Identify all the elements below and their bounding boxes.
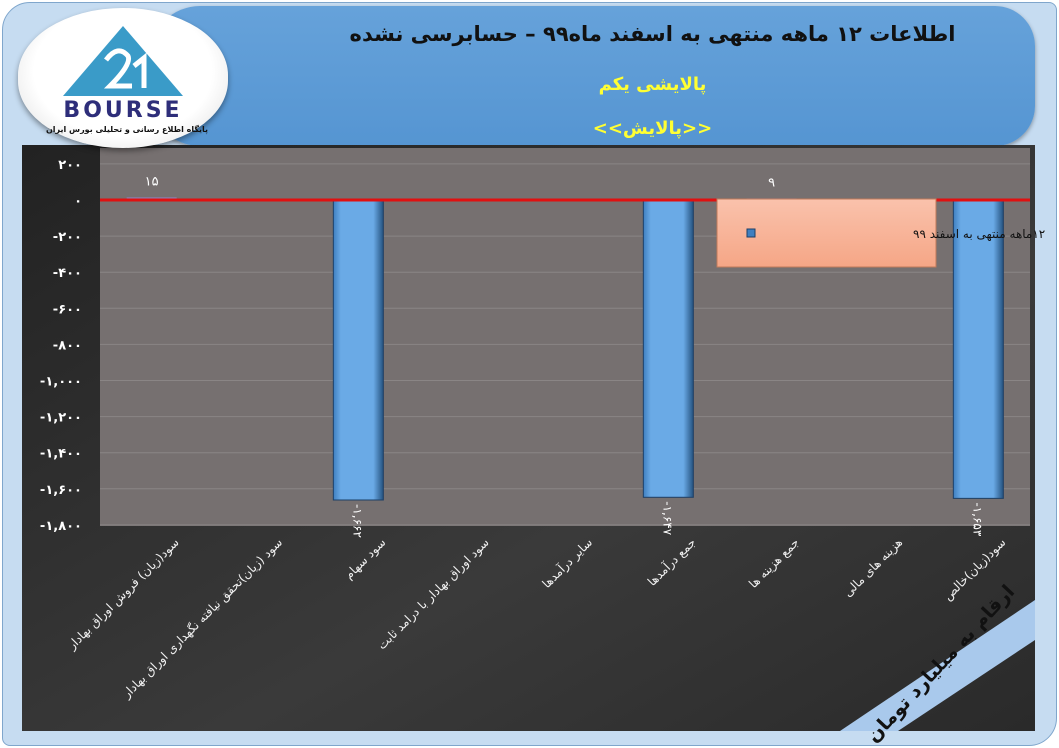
bar [332,199,384,501]
y-tick-label: -۱,۶۰۰ [40,483,82,498]
legend: ۱۲ماهه منتهی به اسفند ۹۹ [716,198,1045,268]
data-label: -۱,۶۶۲ [350,504,364,538]
data-label: -۱,۶۵۳ [970,502,984,536]
y-tick-label: -۱,۸۰۰ [40,519,82,534]
data-label: ۹ [768,175,775,190]
bourse-logo: BOURSE پایگاه اطلاع رسانی و تحلیلی بورس … [18,8,228,148]
data-label: ۱۵ [145,174,159,189]
page-title: اطلاعات ۱۲ ماهه منتهی به اسفند ماه۹۹ – ح… [349,22,956,46]
company-symbol: <<پالایش>> [592,118,713,139]
y-tick-label: -۱,۲۰۰ [40,411,82,426]
logo-word: BOURSE [63,98,183,123]
y-tick-label: ۰ [74,194,82,209]
logo-triangle-icon [63,26,183,96]
y-tick-label: ۲۰۰ [58,158,82,173]
legend-swatch [746,228,756,238]
y-tick-label: -۲۰۰ [53,230,82,245]
y-tick-label: -۸۰۰ [53,338,82,353]
logo-subtitle: پایگاه اطلاع رسانی و تحلیلی بورس ایران [45,125,209,134]
bar [642,199,694,498]
company-name: پالایشی یکم [598,74,707,95]
y-tick-label: -۱,۰۰۰ [40,375,82,390]
bar [952,199,1004,499]
header-banner: اطلاعات ۱۲ ماهه منتهی به اسفند ماه۹۹ – ح… [150,6,1035,146]
data-label: -۱,۶۴۷ [660,501,674,535]
y-tick-label: -۴۰۰ [53,266,82,281]
y-tick-label: -۶۰۰ [53,302,82,317]
legend-label: ۱۲ماهه منتهی به اسفند ۹۹ [913,227,1045,241]
y-tick-label: -۱,۴۰۰ [40,447,82,462]
